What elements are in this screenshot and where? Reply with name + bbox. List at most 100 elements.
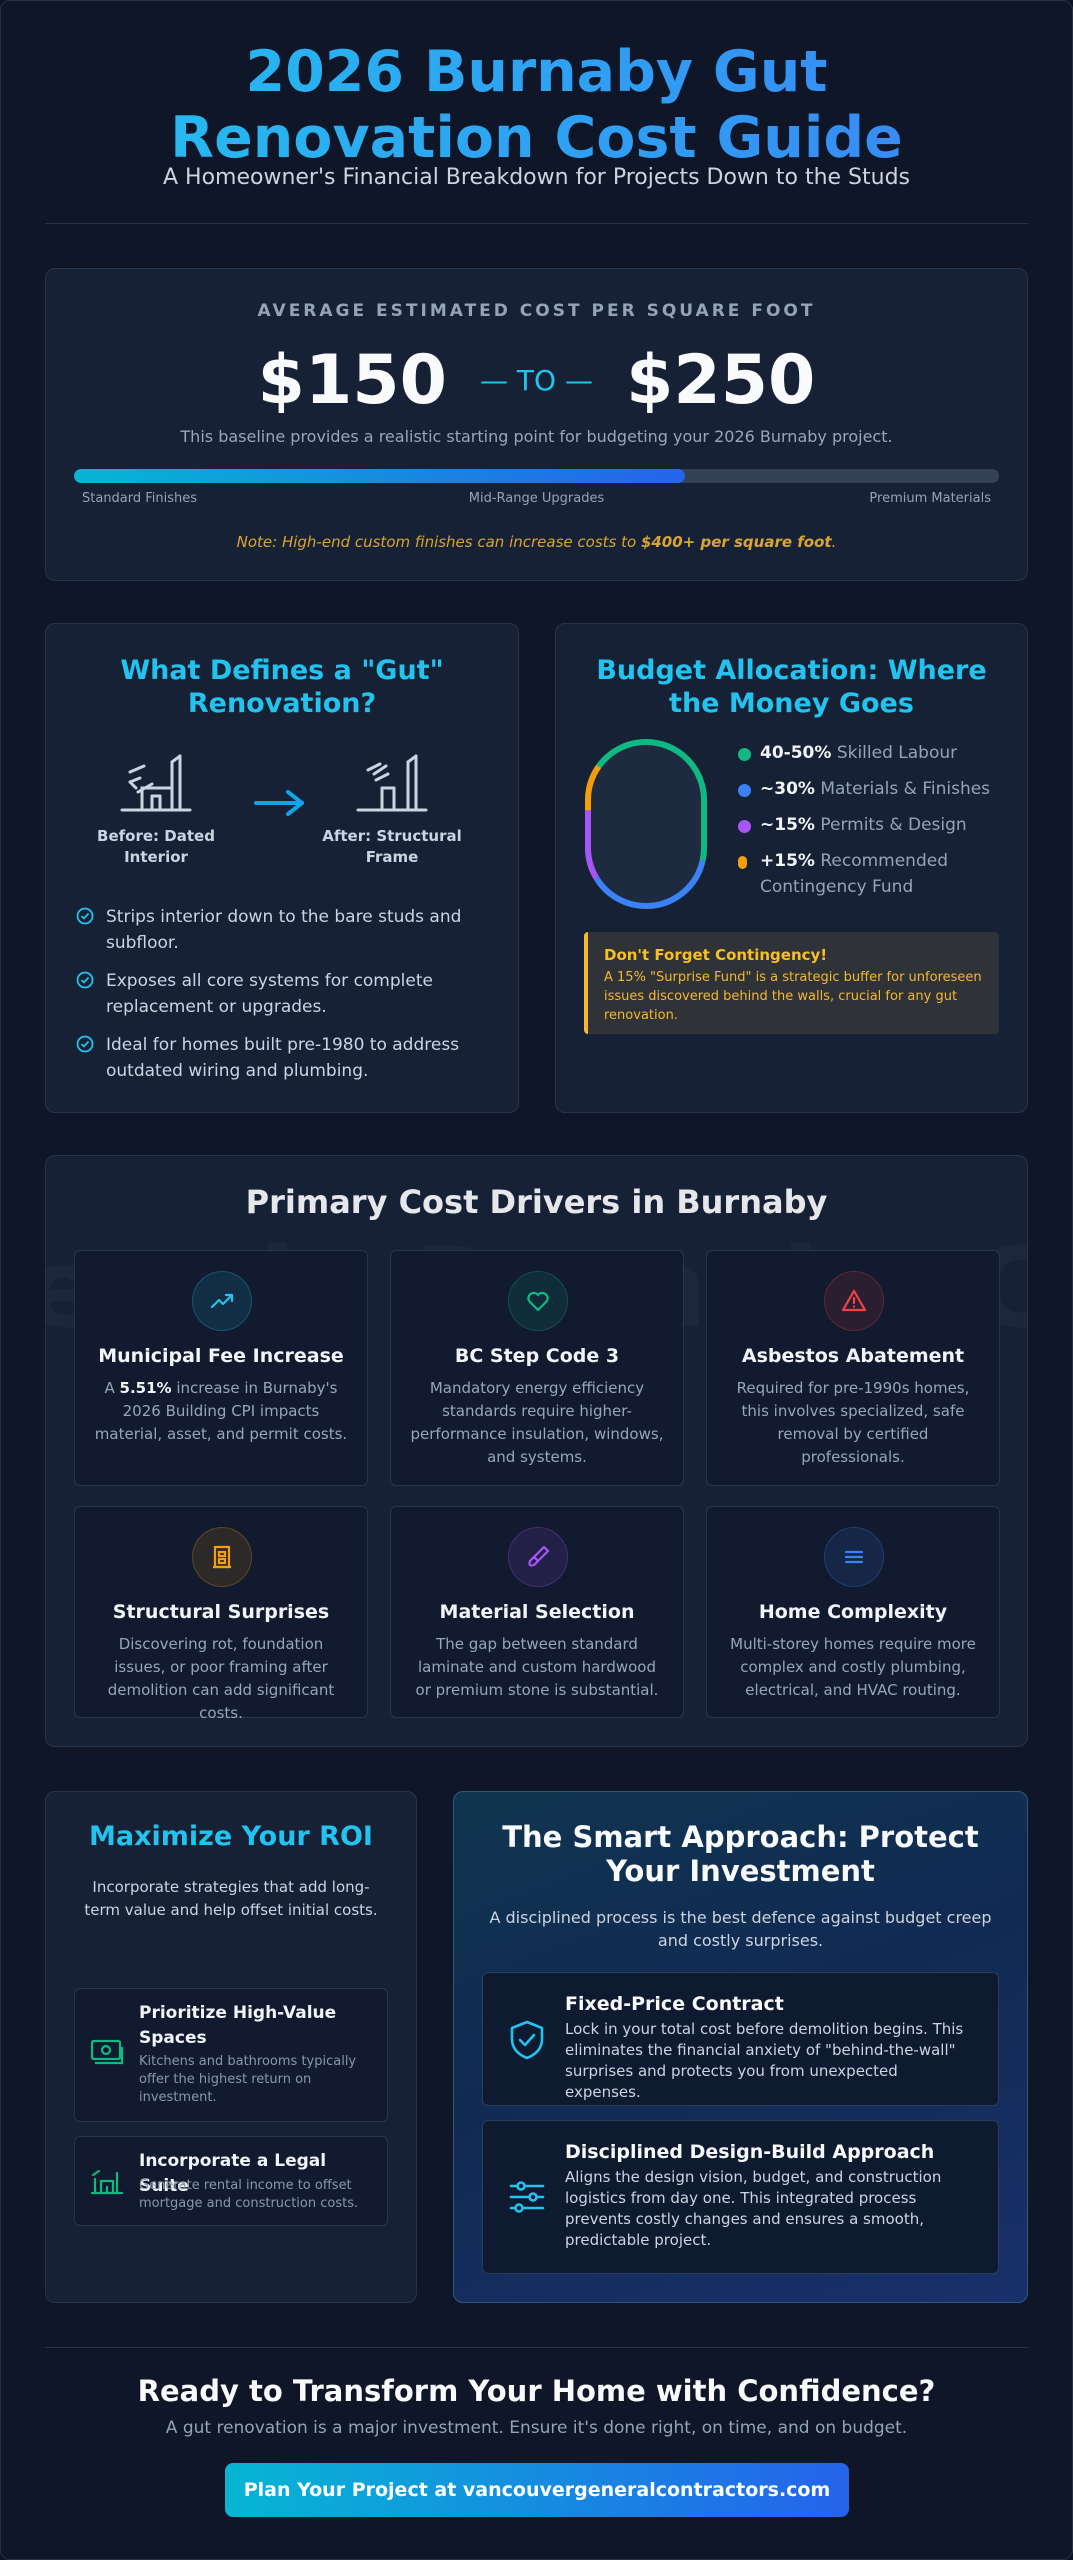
brush-icon [508,1527,568,1587]
cost-range: $150 — TO — $250 [46,341,1027,420]
driver-title: Asbestos Abatement [741,1345,965,1367]
driver-card-structural: Structural Surprises Discovering rot, fo… [74,1506,368,1722]
menu-lines-icon [824,1527,884,1587]
driver-card-step-code: BC Step Code 3 Mandatory energy efficien… [390,1250,684,1486]
legend-dot [738,784,751,797]
structural-frame-icon [356,754,428,812]
driver-body: The gap between standard laminate and cu… [415,1635,659,1699]
gut-title: What Defines a "Gut" Renovation? [120,655,444,719]
cost-range-bar [74,469,999,483]
footer-subtitle: A gut renovation is a major investment. … [165,2418,908,2438]
check-circle-icon [76,1035,94,1053]
list-item: Exposes all core systems for complete re… [76,968,498,1020]
cost-low: $150 [257,341,447,420]
budget-allocation-card: Budget Allocation: Where the Money Goes … [555,623,1028,1113]
scale-label-standard: Standard Finishes [82,491,198,506]
smart-item-title: Disciplined Design-Build Approach [565,2141,935,2163]
after-label: After: Structural Frame [322,827,462,866]
donut-segment-0 [585,739,707,909]
suite-house-icon [90,2169,124,2195]
scale-label-midrange: Mid-Range Upgrades [468,491,605,506]
contingency-title: Don't Forget Contingency! [604,946,828,964]
contingency-callout: Don't Forget Contingency! A 15% "Surpris… [584,932,999,1034]
before-label: Before: Dated Interior [97,827,215,866]
contingency-body: A 15% "Surprise Fund" is a strategic buf… [604,970,982,1023]
legend-dot [738,856,747,869]
roi-description: Incorporate strategies that add long-ter… [84,1878,378,1919]
roi-title: Maximize Your ROI [89,1821,373,1852]
driver-card-complexity: Home Complexity Multi-storey homes requi… [706,1506,1000,1718]
shield-check-icon [510,2020,544,2060]
legend-item-contingency: +15% Recommended Contingency Fund [738,848,998,900]
roi-item-body: Kitchens and bathrooms typically offer t… [139,2054,357,2105]
smart-item-title: Fixed-Price Contract [565,1993,784,2015]
roi-item-legal-suite: Incorporate a Legal Suite Generate renta… [74,2136,388,2226]
footer-title: Ready to Transform Your Home with Confid… [137,2374,936,2408]
dated-interior-icon [120,754,192,812]
cost-heading: AVERAGE ESTIMATED COST PER SQUARE FOOT [257,301,816,321]
budget-title: Budget Allocation: Where the Money Goes [596,655,987,719]
money-icon [90,2039,124,2065]
driver-body: Multi-storey homes require more complex … [730,1635,976,1699]
driver-title: Material Selection [439,1601,635,1623]
donut-segment-2 [585,739,707,909]
smart-item-design-build: Disciplined Design-Build Approach Aligns… [482,2120,999,2274]
divider [45,223,1028,224]
after-item: After: Structural Frame [322,752,462,868]
driver-body: Discovering rot, foundation issues, or p… [107,1635,335,1722]
legend-item-labour: 40-50% Skilled Labour [738,740,998,766]
sliders-icon [509,2181,545,2213]
legend-item-permits: ~15% Permits & Design [738,812,998,838]
scale-label-premium: Premium Materials [869,491,991,506]
driver-card-asbestos: Asbestos Abatement Required for pre-1990… [706,1250,1000,1486]
driver-body: A 5.51% increase in Burnaby's 2026 Build… [94,1379,348,1443]
warning-icon [824,1271,884,1331]
arrow-right-icon [254,790,304,816]
cost-description: This baseline provides a realistic start… [180,427,893,446]
legend-item-materials: ~30% Materials & Finishes [738,776,998,802]
driver-card-material: Material Selection The gap between stand… [390,1506,684,1718]
check-circle-icon [76,971,94,989]
legend-dot [738,748,751,761]
cost-range-bar-fill [74,469,685,483]
budget-donut-chart [585,739,707,909]
plan-project-button[interactable]: Plan Your Project at vancouvergeneralcon… [225,2463,849,2517]
page-subtitle: A Homeowner's Financial Breakdown for Pr… [162,165,911,190]
cost-note-highlight: $400+ per square foot [640,533,832,551]
smart-approach-card: The Smart Approach: Protect Your Investm… [453,1791,1028,2303]
cost-per-sqft-card: AVERAGE ESTIMATED COST PER SQUARE FOOT $… [45,268,1028,581]
heart-icon [508,1271,568,1331]
check-circle-icon [76,907,94,925]
roi-item-title: Incorporate a Legal Suite [139,2151,327,2196]
trending-up-icon [192,1271,252,1331]
smart-description: A disciplined process is the best defenc… [489,1908,992,1950]
smart-item-fixed-price: Fixed-Price Contract Lock in your total … [482,1972,999,2106]
smart-title: The Smart Approach: Protect Your Investm… [502,1820,979,1888]
drivers-title: Primary Cost Drivers in Burnaby [245,1183,828,1221]
budget-legend: 40-50% Skilled Labour ~30% Materials & F… [738,740,998,910]
driver-title: Structural Surprises [112,1601,330,1623]
list-item: Ideal for homes built pre-1980 to addres… [76,1032,498,1084]
roi-item-title: Prioritize High-Value Spaces [139,2003,337,2048]
cost-to-separator: — TO — [480,364,593,397]
roi-item-high-value: Prioritize High-Value Spaces Kitchens an… [74,1988,388,2122]
roi-card: Maximize Your ROI Incorporate strategies… [45,1791,417,2303]
cost-note: Note: High-end custom finishes can incre… [236,533,837,551]
smart-item-body: Aligns the design vision, budget, and co… [565,2168,942,2249]
donut-segment-1 [585,739,707,909]
driver-title: BC Step Code 3 [454,1345,620,1367]
cost-high: $250 [626,341,816,420]
driver-body: Mandatory energy efficiency standards re… [410,1379,664,1466]
cost-drivers-section: ers in Burnaby Cost Primary Cost Drivers… [45,1155,1028,1747]
gut-points-list: Strips interior down to the bare studs a… [76,904,498,1096]
driver-title: Home Complexity [758,1601,948,1623]
building-icon [192,1527,252,1587]
gut-definition-card: What Defines a "Gut" Renovation? Before:… [45,623,519,1113]
legend-dot [738,820,751,833]
driver-title: Municipal Fee Increase [98,1345,344,1367]
driver-card-municipal-fee: Municipal Fee Increase A 5.51% increase … [74,1250,368,1486]
page-title: 2026 Burnaby Gut Renovation Cost Guide [1,39,1072,171]
smart-item-body: Lock in your total cost before demolitio… [565,2020,964,2101]
list-item: Strips interior down to the bare studs a… [76,904,498,956]
